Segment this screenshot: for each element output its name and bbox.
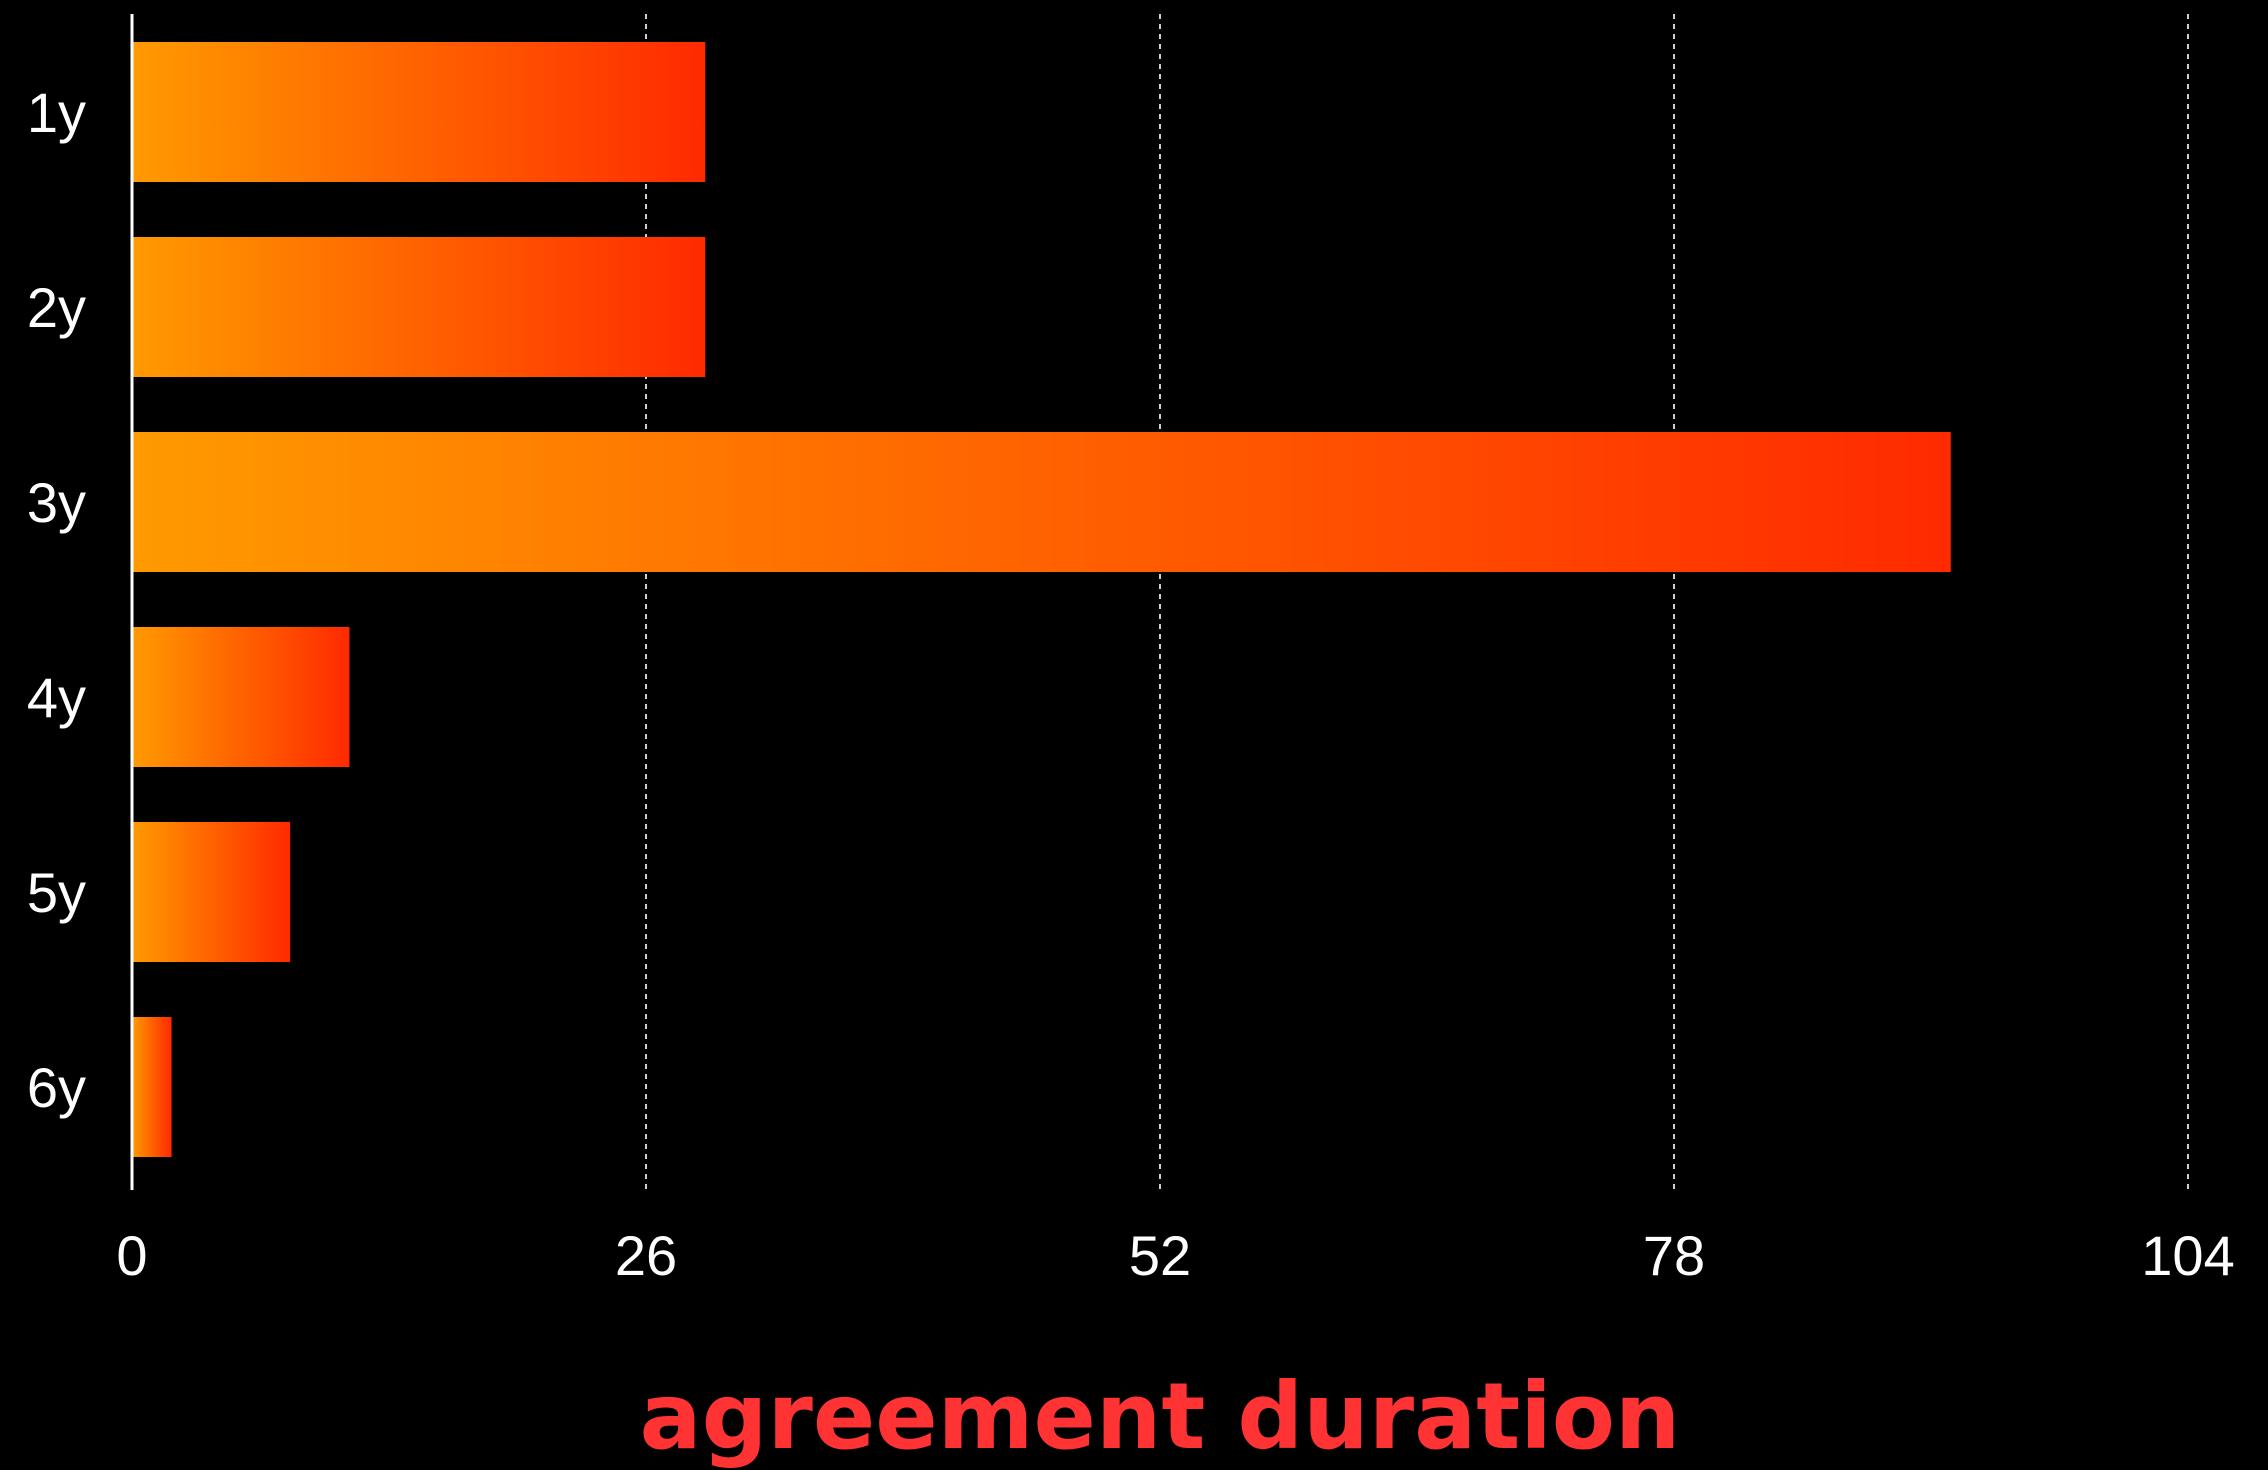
bar-3y — [132, 432, 1951, 572]
y-tick-label-1y: 1y — [27, 81, 86, 144]
bar-6y — [132, 1017, 172, 1157]
x-tick-label-0: 0 — [116, 1224, 147, 1287]
bars — [132, 42, 1951, 1157]
y-tick-label-5y: 5y — [27, 861, 86, 924]
gridlines — [645, 14, 2189, 1190]
x-tick-label-104: 104 — [2141, 1224, 2234, 1287]
y-tick-labels: 1y 2y 3y 4y 5y 6y — [27, 81, 86, 1119]
y-tick-label-2y: 2y — [27, 276, 86, 339]
x-tick-label-78: 78 — [1643, 1224, 1705, 1287]
x-tick-label-52: 52 — [1129, 1224, 1191, 1287]
x-tick-labels: 0 26 52 78 104 — [116, 1224, 2234, 1287]
x-tick-label-26: 26 — [615, 1224, 677, 1287]
y-tick-label-3y: 3y — [27, 471, 86, 534]
y-tick-label-6y: 6y — [27, 1056, 86, 1119]
bar-2y — [132, 237, 706, 377]
bar-1y — [132, 42, 706, 182]
bar-5y — [132, 822, 291, 962]
bar-4y — [132, 627, 350, 767]
y-tick-label-4y: 4y — [27, 666, 86, 729]
x-axis-title: agreement duration — [640, 1363, 1681, 1470]
